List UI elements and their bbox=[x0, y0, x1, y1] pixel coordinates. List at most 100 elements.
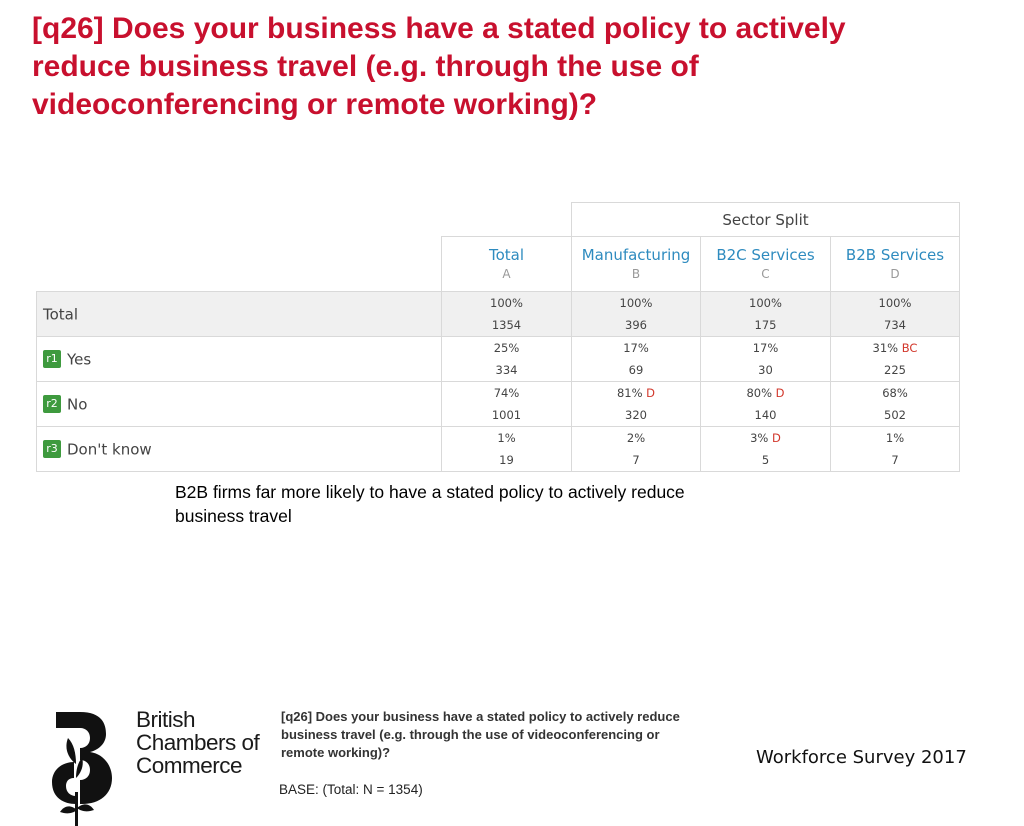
row-label-text: Don't know bbox=[67, 440, 152, 459]
table-row: r3 Don't know 1% 19 2% 7 3% D 5 1% 7 bbox=[36, 426, 960, 472]
table-cell: 80% D 140 bbox=[700, 381, 831, 427]
bcc-logo-icon bbox=[52, 712, 112, 826]
cell-count: 175 bbox=[754, 318, 777, 332]
bcc-logo-text: British Chambers of Commerce bbox=[136, 707, 260, 778]
significance-marker: BC bbox=[901, 341, 918, 355]
row-label: r2 No bbox=[36, 381, 442, 427]
column-letter: D bbox=[890, 267, 900, 281]
table-cell: 100% 734 bbox=[830, 291, 960, 337]
column-name: Manufacturing bbox=[581, 246, 691, 264]
cell-count: 734 bbox=[884, 318, 906, 332]
footer-question: [q26] Does your business have a stated p… bbox=[281, 709, 680, 760]
cell-count: 396 bbox=[625, 318, 647, 332]
column-name: Total bbox=[488, 246, 525, 264]
row-label-text: No bbox=[67, 395, 88, 414]
logo-line: British bbox=[136, 707, 196, 732]
cell-percent: 100% bbox=[831, 292, 959, 314]
footer-base: BASE: (Total: N = 1354) bbox=[279, 782, 423, 797]
logo-line: Chambers of bbox=[136, 730, 260, 755]
percent-value: 3% bbox=[750, 431, 769, 445]
column-header-b2c-services: B2C Services C bbox=[700, 236, 831, 292]
cell-percent: 100% bbox=[442, 292, 571, 314]
table-row: r2 No 74% 1001 81% D 320 80% D 140 68% 502 bbox=[36, 381, 960, 427]
significance-marker: D bbox=[775, 386, 785, 400]
cell-count: 320 bbox=[625, 408, 647, 422]
cell-percent: 3% D bbox=[701, 427, 830, 449]
percent-value: 1% bbox=[885, 431, 905, 445]
table-cell: 25% 334 bbox=[441, 336, 572, 382]
significance-marker: D bbox=[772, 431, 781, 445]
key-finding-note: B2B firms far more likely to have a stat… bbox=[175, 482, 685, 526]
cell-count: 502 bbox=[884, 408, 906, 422]
table-cell: 17% 69 bbox=[571, 336, 701, 382]
significance-marker: D bbox=[646, 386, 656, 400]
column-letter: C bbox=[761, 267, 770, 281]
table-cell: 100% 175 bbox=[700, 291, 831, 337]
percent-value: 100% bbox=[619, 296, 653, 310]
cell-percent: 17% bbox=[701, 337, 830, 359]
row-code-badge: r3 bbox=[43, 440, 61, 459]
percent-value: 100% bbox=[749, 296, 782, 310]
percent-value: 100% bbox=[878, 296, 912, 310]
percent-value: 17% bbox=[752, 341, 779, 355]
percent-value: 17% bbox=[623, 341, 649, 355]
cell-percent: 31% BC bbox=[831, 337, 959, 359]
row-label: r3 Don't know bbox=[36, 426, 442, 472]
column-header-manufacturing: Manufacturing B bbox=[571, 236, 701, 292]
cell-percent: 81% D bbox=[572, 382, 700, 404]
cell-count: 225 bbox=[884, 363, 906, 377]
cell-count: 1354 bbox=[491, 318, 522, 332]
cell-percent: 1% bbox=[442, 427, 571, 449]
cell-count: 7 bbox=[632, 453, 640, 467]
cell-count: 334 bbox=[495, 363, 518, 377]
percent-value: 68% bbox=[882, 386, 908, 400]
table-cell: 17% 30 bbox=[700, 336, 831, 382]
cell-count: 30 bbox=[758, 363, 773, 377]
cell-percent: 25% bbox=[442, 337, 571, 359]
cell-percent: 100% bbox=[572, 292, 700, 314]
table-row: Total 100% 1354 100% 396 100% 175 100% 734 bbox=[36, 291, 960, 337]
survey-name: Workforce Survey 2017 bbox=[756, 747, 967, 768]
table-cell: 1% 7 bbox=[830, 426, 960, 472]
cell-percent: 1% bbox=[831, 427, 959, 449]
row-code-badge: r1 bbox=[43, 350, 61, 369]
cell-percent: 68% bbox=[831, 382, 959, 404]
cell-percent: 80% D bbox=[701, 382, 830, 404]
cell-count: 19 bbox=[499, 453, 514, 467]
column-header-total: Total A bbox=[441, 236, 572, 292]
column-letter: A bbox=[502, 267, 511, 281]
row-label-text: Total bbox=[43, 305, 79, 324]
column-letter: B bbox=[631, 267, 641, 281]
percent-value: 2% bbox=[626, 431, 646, 445]
column-header-b2b-services: B2B Services D bbox=[830, 236, 960, 292]
table-cell: 1% 19 bbox=[441, 426, 572, 472]
cell-percent: 17% bbox=[572, 337, 700, 359]
row-label: Total bbox=[36, 291, 442, 337]
column-name: B2C Services bbox=[716, 246, 815, 264]
logo-line: Commerce bbox=[136, 753, 243, 778]
percent-value: 25% bbox=[493, 341, 520, 355]
percent-value: 74% bbox=[493, 386, 520, 400]
cell-count: 69 bbox=[628, 363, 644, 377]
cell-percent: 74% bbox=[442, 382, 571, 404]
percent-value: 81% bbox=[616, 386, 643, 400]
percent-value: 80% bbox=[746, 386, 773, 400]
cell-count: 1001 bbox=[491, 408, 522, 422]
cell-count: 7 bbox=[891, 453, 899, 467]
cell-percent: 2% bbox=[572, 427, 700, 449]
row-label-text: Yes bbox=[67, 350, 92, 369]
table-cell: 100% 1354 bbox=[441, 291, 572, 337]
column-name: B2B Services bbox=[845, 246, 945, 264]
table-cell: 100% 396 bbox=[571, 291, 701, 337]
cell-count: 140 bbox=[754, 408, 777, 422]
table-cell: 74% 1001 bbox=[441, 381, 572, 427]
table-cell: 2% 7 bbox=[571, 426, 701, 472]
table-cell: 68% 502 bbox=[830, 381, 960, 427]
table-row: r1 Yes 25% 334 17% 69 17% 30 31% BC 225 bbox=[36, 336, 960, 382]
sector-split-header: Sector Split bbox=[571, 202, 960, 237]
cell-count: 5 bbox=[761, 453, 770, 467]
row-code-badge: r2 bbox=[43, 395, 61, 414]
table-cell: 81% D 320 bbox=[571, 381, 701, 427]
crosstab-table: Sector Split Total A Manufacturing B B2C… bbox=[36, 202, 960, 472]
